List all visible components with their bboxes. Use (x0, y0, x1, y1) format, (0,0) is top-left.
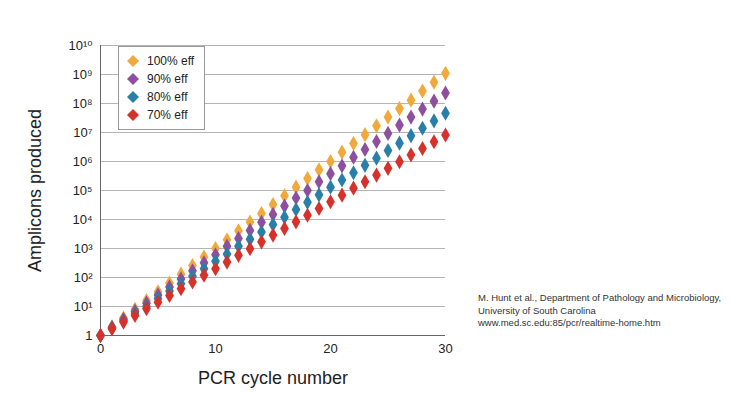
html-text:100% eff: 100% eff (147, 54, 195, 68)
svg-text:10¹⁰: 10¹⁰ (68, 38, 92, 53)
svg-text:30: 30 (438, 341, 452, 356)
html-text:70% eff: 70% eff (147, 108, 188, 122)
svg-text:PCR cycle number: PCR cycle number (198, 368, 348, 388)
svg-text:20: 20 (323, 341, 337, 356)
svg-text:10⁵: 10⁵ (73, 183, 93, 198)
svg-text:10⁷: 10⁷ (73, 125, 92, 140)
svg-text:10¹: 10¹ (74, 299, 93, 314)
svg-text:1: 1 (85, 328, 92, 343)
html-text:M. Hunt et al., Department of: M. Hunt et al., Department of Pathology … (478, 292, 722, 328)
svg-text:10⁸: 10⁸ (73, 96, 93, 111)
svg-text:Amplicons produced: Amplicons produced (25, 109, 45, 272)
html-text:80% eff: 80% eff (147, 90, 188, 104)
svg-text:10: 10 (208, 341, 222, 356)
svg-text:10²: 10² (74, 270, 93, 285)
svg-text:10³: 10³ (74, 241, 93, 256)
svg-text:10⁹: 10⁹ (72, 67, 92, 82)
svg-text:10⁶: 10⁶ (73, 154, 93, 169)
html-text:90% eff: 90% eff (147, 72, 188, 86)
svg-text:10⁴: 10⁴ (72, 212, 92, 227)
svg-text:0: 0 (97, 341, 104, 356)
